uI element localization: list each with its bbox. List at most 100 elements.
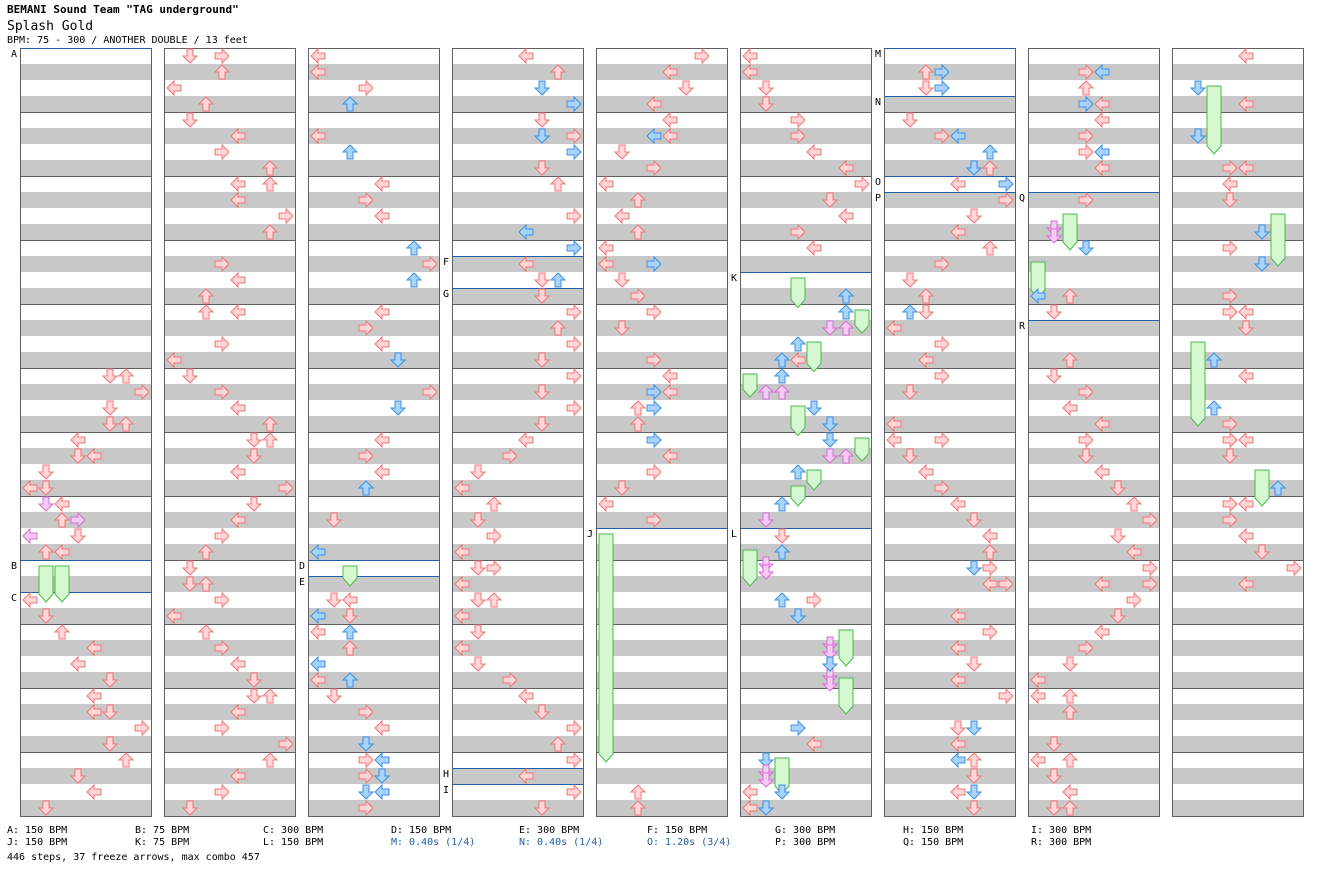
step-arrow — [598, 175, 614, 193]
step-arrow — [1045, 736, 1063, 752]
freeze-arrow — [1270, 213, 1286, 267]
step-arrow — [341, 624, 359, 640]
step-arrow — [374, 431, 390, 449]
beat-stripe — [20, 544, 152, 560]
step-arrow — [533, 288, 551, 304]
step-arrow — [566, 399, 582, 417]
step-arrow — [917, 80, 935, 96]
step-arrow — [950, 127, 966, 145]
step-arrow — [1078, 383, 1094, 401]
beat-stripe — [884, 800, 1016, 816]
step-arrow — [981, 160, 999, 176]
legend-item: C: 300 BPM — [263, 825, 324, 836]
step-arrow — [613, 144, 631, 160]
beat-stripe — [1028, 576, 1160, 592]
step-arrow — [614, 207, 630, 225]
artist-name: BEMANI Sound Team "TAG underground" — [7, 3, 239, 16]
beat-stripe — [740, 704, 872, 720]
step-arrow — [469, 560, 487, 576]
step-arrow — [261, 432, 279, 448]
step-arrow — [533, 160, 551, 176]
beat-stripe — [1028, 320, 1160, 336]
step-arrow — [37, 544, 55, 560]
column-border — [452, 48, 584, 817]
step-arrow — [950, 735, 966, 753]
step-arrow — [358, 79, 374, 97]
step-arrow — [1205, 352, 1223, 368]
step-arrow — [549, 176, 567, 192]
step-arrow — [789, 464, 807, 480]
step-arrow — [629, 800, 647, 816]
step-arrow — [773, 496, 791, 512]
step-arrow — [981, 144, 999, 160]
bpm-marker-label: I — [443, 785, 449, 796]
step-arrow — [646, 95, 662, 113]
step-arrow — [1238, 95, 1254, 113]
step-arrow — [213, 64, 231, 80]
step-arrow — [134, 719, 150, 737]
beat-stripe — [164, 96, 296, 112]
step-arrow — [1125, 496, 1143, 512]
step-arrow — [965, 560, 983, 576]
step-arrow — [646, 383, 662, 401]
beat-stripe — [740, 736, 872, 752]
beat-stripe — [596, 320, 728, 336]
step-arrow — [533, 416, 551, 432]
step-arrow — [166, 351, 182, 369]
beat-stripe — [452, 640, 584, 656]
step-arrow — [518, 255, 534, 273]
beat-stripe — [1028, 96, 1160, 112]
beat-stripe — [452, 672, 584, 688]
step-arrow — [1142, 511, 1158, 529]
beat-stripe — [596, 192, 728, 208]
step-arrow — [245, 672, 263, 688]
beat-stripe — [164, 288, 296, 304]
step-arrow — [214, 143, 230, 161]
beat-stripe — [308, 736, 440, 752]
beat-stripe — [20, 640, 152, 656]
step-arrow — [806, 591, 822, 609]
step-arrow — [230, 191, 246, 209]
step-arrow — [950, 223, 966, 241]
step-arrow — [214, 255, 230, 273]
step-arrow — [1030, 287, 1046, 305]
beat-stripe — [1028, 192, 1160, 208]
freeze-arrow — [806, 341, 822, 373]
step-arrow — [181, 576, 199, 592]
step-arrow — [214, 527, 230, 545]
step-arrow — [310, 127, 326, 145]
step-arrow — [646, 431, 662, 449]
step-arrow — [998, 191, 1014, 209]
step-arrow — [742, 799, 758, 817]
step-arrow — [134, 383, 150, 401]
step-arrow — [261, 752, 279, 768]
beat-stripe — [452, 352, 584, 368]
beat-stripe — [1172, 640, 1304, 656]
step-arrow — [502, 447, 518, 465]
step-arrow — [934, 127, 950, 145]
step-arrow — [694, 47, 710, 65]
step-arrow — [214, 47, 230, 65]
step-arrow — [901, 448, 919, 464]
beat-stripe — [1172, 576, 1304, 592]
step-arrow — [486, 527, 502, 545]
legend-item: L: 150 BPM — [263, 837, 324, 848]
step-arrow — [54, 543, 70, 561]
step-arrow — [310, 47, 326, 65]
step-arrow — [533, 80, 551, 96]
step-arrow — [917, 288, 935, 304]
beat-stripe — [1028, 128, 1160, 144]
step-arrow — [358, 319, 374, 337]
step-arrow — [469, 656, 487, 672]
step-arrow — [757, 512, 775, 528]
step-arrow — [613, 272, 631, 288]
step-arrow — [950, 175, 966, 193]
step-arrow — [982, 623, 998, 641]
beat-stripe — [308, 128, 440, 144]
step-arrow — [325, 592, 343, 608]
beat-stripe — [308, 608, 440, 624]
step-arrow — [773, 368, 791, 384]
step-arrow — [821, 416, 839, 432]
beat-stripe — [164, 160, 296, 176]
step-arrow — [805, 400, 823, 416]
